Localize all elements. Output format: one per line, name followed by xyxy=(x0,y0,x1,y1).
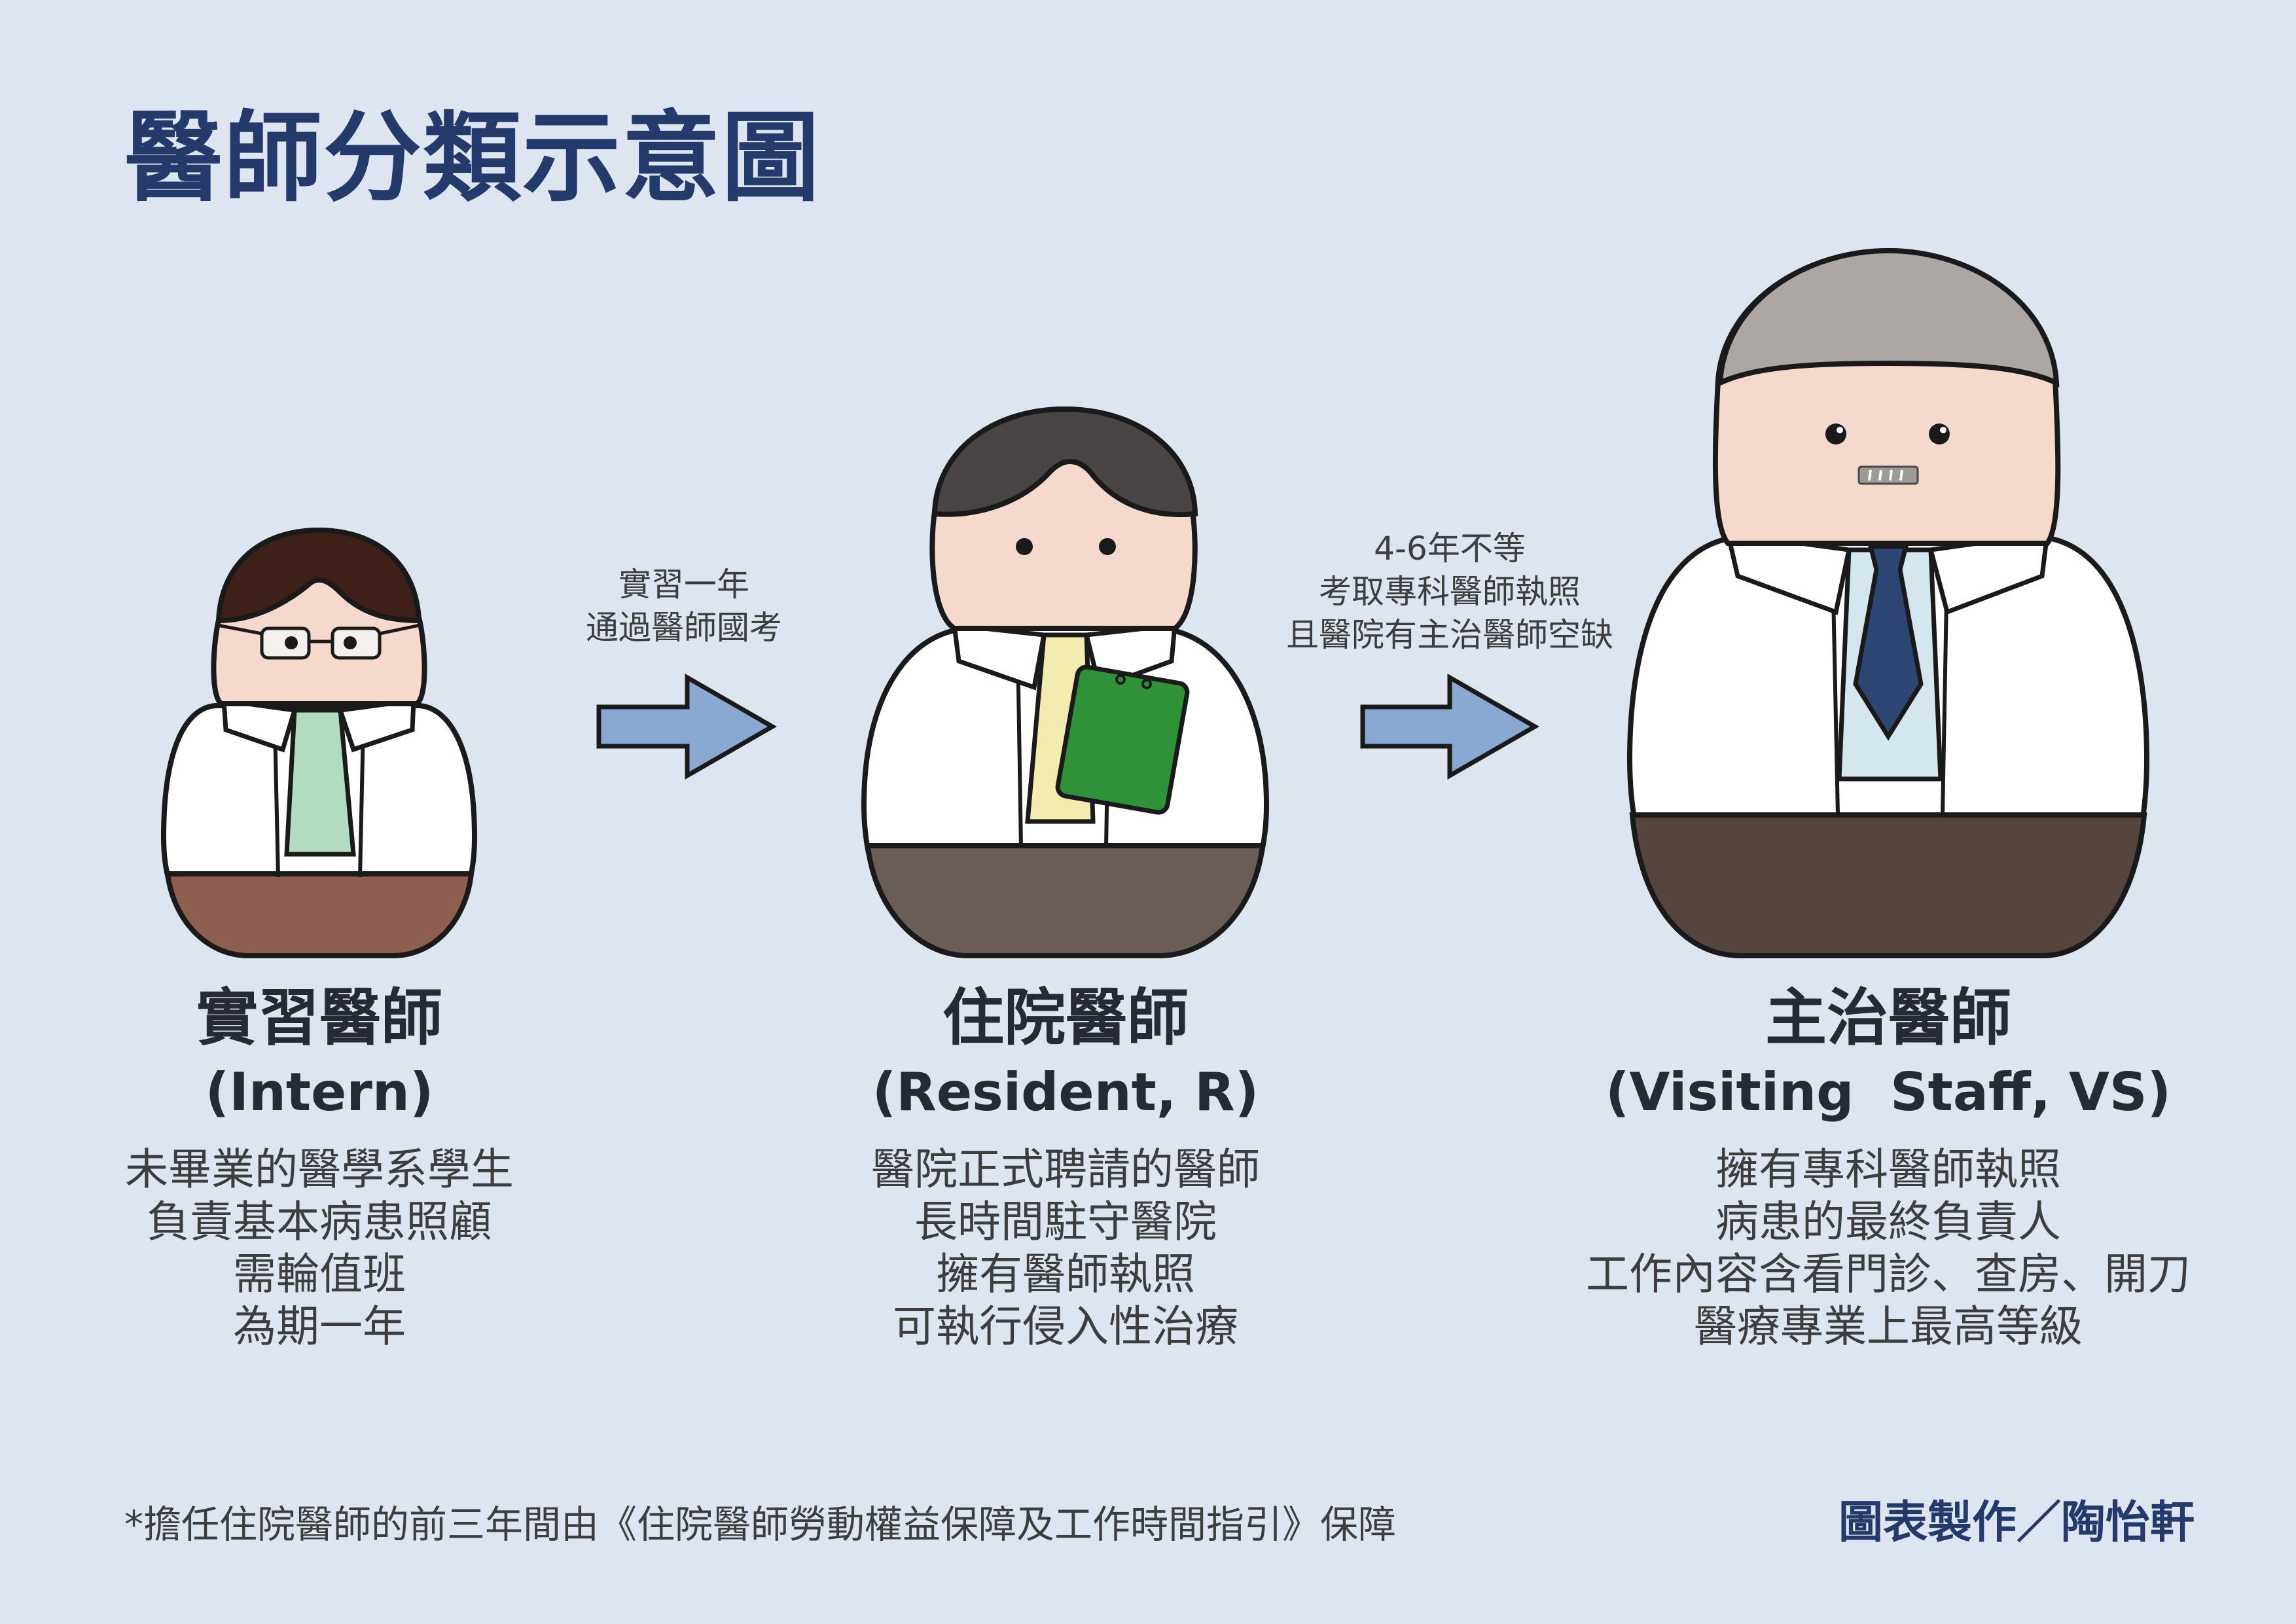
vs-pants xyxy=(1629,812,2147,958)
intern-description: 未畢業的醫學系學生 負責基本病患照顧 需輪值班 為期一年 xyxy=(125,1144,514,1352)
intern-info: 實習醫師 (Intern) 未畢業的醫學系學生 負責基本病患照顧 需輪值班 為期… xyxy=(0,982,647,1353)
intern-shirt xyxy=(284,708,356,857)
intern-english-title: (Intern) xyxy=(205,1061,434,1123)
footnote: *擔任住院醫師的前三年間由《住院醫師勞動權益保障及工作時間指引》保障 xyxy=(124,1502,1397,1547)
intern-collar-left xyxy=(221,697,298,753)
resident-eye-right xyxy=(1099,538,1116,555)
resident-description: 醫院正式聘請的醫師 長時間駐守醫院 擁有醫師執照 可執行侵入性治療 xyxy=(871,1144,1260,1352)
resident-info: 住院醫師 (Resident, R) 醫院正式聘請的醫師 長時間駐守醫院 擁有醫… xyxy=(738,982,1393,1353)
vs-eye-right xyxy=(1929,424,1950,444)
resident-hair xyxy=(931,406,1198,518)
resident-figure xyxy=(861,406,1270,958)
resident-pants xyxy=(865,843,1266,958)
intern-eye-left xyxy=(285,636,298,649)
arrow-right-icon xyxy=(596,673,778,780)
vs-hair xyxy=(1717,247,2060,388)
vs-english-title: (Visiting Staff, VS) xyxy=(1605,1061,2172,1123)
resident-eye-left xyxy=(1016,538,1033,555)
necktie-icon xyxy=(1853,544,1924,741)
clipboard-icon xyxy=(1055,664,1190,815)
intern-figure xyxy=(160,527,478,958)
vs-figure xyxy=(1626,247,2150,958)
resident-english-title: (Resident, R) xyxy=(872,1061,1259,1123)
intern-hair xyxy=(215,527,422,624)
arrow-label-resident-to-vs: 4-6年不等 考取專科醫師執照 且醫院有主治醫師空缺 xyxy=(1286,530,1613,654)
mustache-icon xyxy=(1857,465,1919,485)
intern-title: 實習醫師 xyxy=(196,983,442,1054)
glasses-icon xyxy=(217,623,421,660)
resident-collar-left xyxy=(951,623,1047,691)
page-title: 醫師分類示意圖 xyxy=(124,101,821,215)
vs-info: 主治醫師 (Visiting Staff, VS) 擁有專科醫師執照 病患的最終… xyxy=(1561,982,2215,1353)
intern-pants xyxy=(164,871,475,958)
intern-eye-right xyxy=(344,636,357,649)
vs-eye-left xyxy=(1825,424,1846,444)
vs-title: 主治醫師 xyxy=(1765,983,2011,1054)
credit: 圖表製作／陶怡軒 xyxy=(1838,1497,2195,1549)
arrow-label-intern-to-resident: 實習一年 通過醫師國考 xyxy=(586,566,782,647)
resident-title: 住院醫師 xyxy=(942,983,1189,1054)
arrow-right-icon xyxy=(1360,673,1540,780)
vs-description: 擁有專科醫師執照 病患的最終負責人 工作內容含看門診、查房、開刀 醫療專業上最高… xyxy=(1586,1144,2191,1352)
